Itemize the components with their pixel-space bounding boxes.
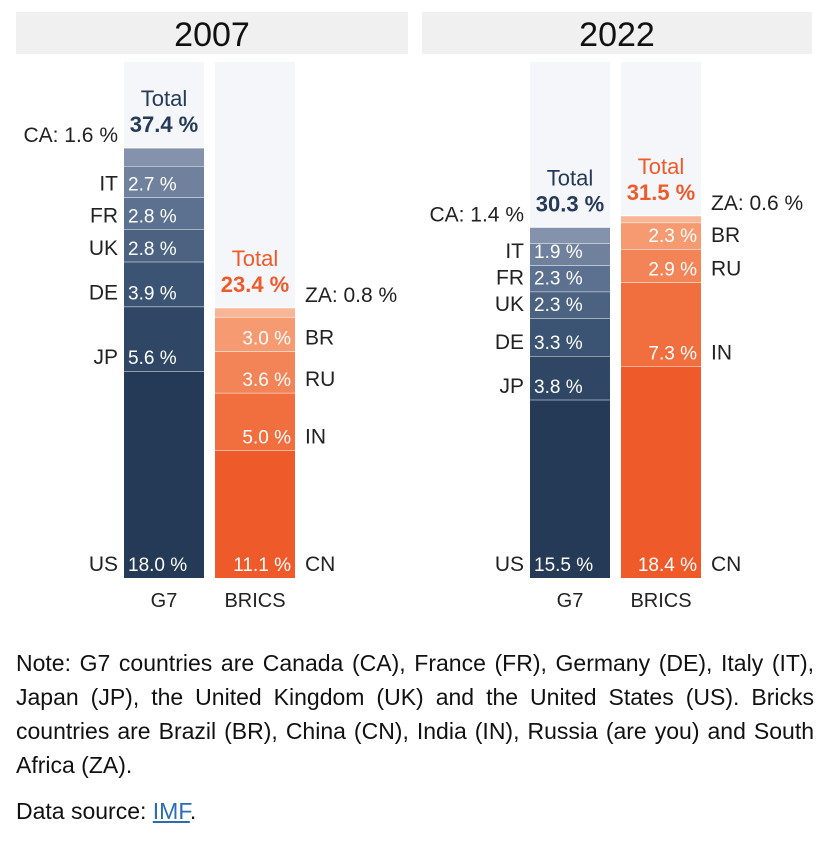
country-label-za-2007: ZA: 0.8 % [305, 284, 397, 307]
country-label-ca-2007: CA: 1.6 % [23, 124, 118, 147]
chart-note: Note: G7 countries are Canada (CA), Fran… [16, 650, 814, 778]
data-label-g7-us-2022: 15.5 % [534, 555, 593, 576]
country-label-in-2007: IN [305, 425, 326, 448]
country-label-uk-2007: UK [89, 237, 118, 260]
panel-title-2007: 2007 [174, 16, 250, 54]
total-value-brics-2007: 23.4 % [221, 272, 290, 297]
country-label-jp-2007: JP [93, 346, 118, 369]
country-label-jp-2022: JP [499, 375, 524, 398]
bar-segment-g7-de-2007 [124, 261, 204, 307]
bar-segment-g7-ca-2007 [124, 147, 204, 167]
data-source-suffix: . [189, 798, 197, 824]
data-label-g7-uk-2007: 2.8 % [128, 239, 177, 260]
total-value-g7-2022: 30.3 % [536, 191, 605, 216]
data-source-prefix: Data source: [16, 798, 153, 824]
data-source: Data source: IMF. [16, 798, 196, 825]
total-word-brics-2007: Total [232, 246, 278, 271]
category-label-g7-2007: G7 [151, 590, 178, 612]
data-label-g7-jp-2007: 5.6 % [128, 348, 177, 369]
panel-title-bg-2007 [16, 12, 408, 54]
country-label-it-2007: IT [99, 172, 118, 195]
data-label-g7-fr-2022: 2.3 % [534, 269, 583, 290]
country-label-in-2022: IN [711, 341, 732, 364]
data-label-brics-in-2007: 5.0 % [242, 427, 291, 448]
country-label-it-2022: IT [505, 240, 524, 263]
panel-title-bg-2022 [422, 12, 812, 54]
category-label-g7-2022: G7 [557, 590, 584, 612]
imf-link[interactable]: IMF [152, 798, 190, 824]
data-label-g7-fr-2007: 2.8 % [128, 207, 177, 228]
bar-segment-g7-ca-2022 [530, 227, 610, 244]
bar-segment-g7-jp-2007 [124, 306, 204, 371]
country-label-de-2022: DE [495, 331, 524, 354]
country-label-br-2007: BR [305, 326, 334, 349]
bar-segment-brics-za-2007 [215, 307, 295, 317]
data-label-g7-it-2007: 2.7 % [128, 174, 177, 195]
bar-segment-g7-fr-2007 [124, 197, 204, 230]
country-label-us-2022: US [495, 553, 524, 576]
data-label-brics-br-2007: 3.0 % [242, 328, 291, 349]
bar-segment-brics-br-2007 [215, 316, 295, 352]
bar-segment-brics-za-2022 [621, 215, 701, 223]
bar-segment-g7-it-2022 [530, 243, 610, 266]
bar-segment-brics-in-2022 [621, 282, 701, 367]
total-word-g7-2007: Total [141, 86, 187, 111]
data-label-g7-de-2022: 3.3 % [534, 333, 583, 354]
total-word-brics-2022: Total [638, 154, 684, 179]
bar-segment-brics-ru-2007 [215, 351, 295, 393]
country-label-za-2022: ZA: 0.6 % [711, 192, 803, 215]
country-label-ca-2022: CA: 1.4 % [429, 203, 524, 226]
data-label-brics-cn-2007: 11.1 % [233, 555, 291, 576]
data-label-g7-it-2022: 1.9 % [534, 242, 583, 263]
bar-segment-brics-ru-2022 [621, 249, 701, 283]
panel-title-2022: 2022 [579, 16, 655, 54]
bar-segment-g7-it-2007 [124, 166, 204, 198]
bar-segment-brics-cn-2007 [215, 450, 295, 578]
bar-segment-g7-us-2007 [124, 371, 204, 578]
country-label-ru-2007: RU [305, 368, 335, 391]
bar-segment-brics-in-2007 [215, 392, 295, 451]
data-label-brics-cn-2022: 18.4 % [638, 555, 697, 576]
country-label-ru-2022: RU [711, 257, 741, 280]
country-label-us-2007: US [89, 553, 118, 576]
bar-segment-g7-uk-2007 [124, 229, 204, 262]
bar-segment-g7-de-2022 [530, 318, 610, 357]
bar-segment-g7-fr-2022 [530, 265, 610, 292]
bar-segment-g7-jp-2022 [530, 356, 610, 400]
country-label-uk-2022: UK [495, 293, 524, 316]
bar-segment-g7-uk-2022 [530, 291, 610, 319]
data-label-g7-jp-2022: 3.8 % [534, 377, 583, 398]
country-label-br-2022: BR [711, 224, 740, 247]
country-label-cn-2022: CN [711, 553, 741, 576]
country-label-cn-2007: CN [305, 553, 335, 576]
country-label-de-2007: DE [89, 282, 118, 305]
total-word-g7-2022: Total [547, 165, 593, 190]
country-label-fr-2022: FR [496, 267, 524, 290]
data-label-brics-br-2022: 2.3 % [648, 226, 697, 247]
country-label-fr-2007: FR [90, 205, 118, 228]
total-value-g7-2007: 37.4 % [130, 112, 199, 137]
data-label-g7-us-2007: 18.0 % [128, 555, 187, 576]
bar-segment-brics-cn-2022 [621, 366, 701, 578]
bar-segment-g7-us-2022 [530, 399, 610, 578]
category-label-brics-2007: BRICS [224, 590, 285, 612]
data-label-brics-ru-2007: 3.6 % [242, 370, 291, 391]
data-label-g7-uk-2022: 2.3 % [534, 295, 583, 316]
total-value-brics-2022: 31.5 % [627, 180, 696, 205]
bar-segment-brics-br-2022 [621, 222, 701, 250]
category-label-brics-2022: BRICS [630, 590, 691, 612]
data-label-brics-ru-2022: 2.9 % [648, 259, 697, 280]
data-label-g7-de-2007: 3.9 % [128, 284, 177, 305]
data-label-brics-in-2022: 7.3 % [648, 343, 697, 364]
